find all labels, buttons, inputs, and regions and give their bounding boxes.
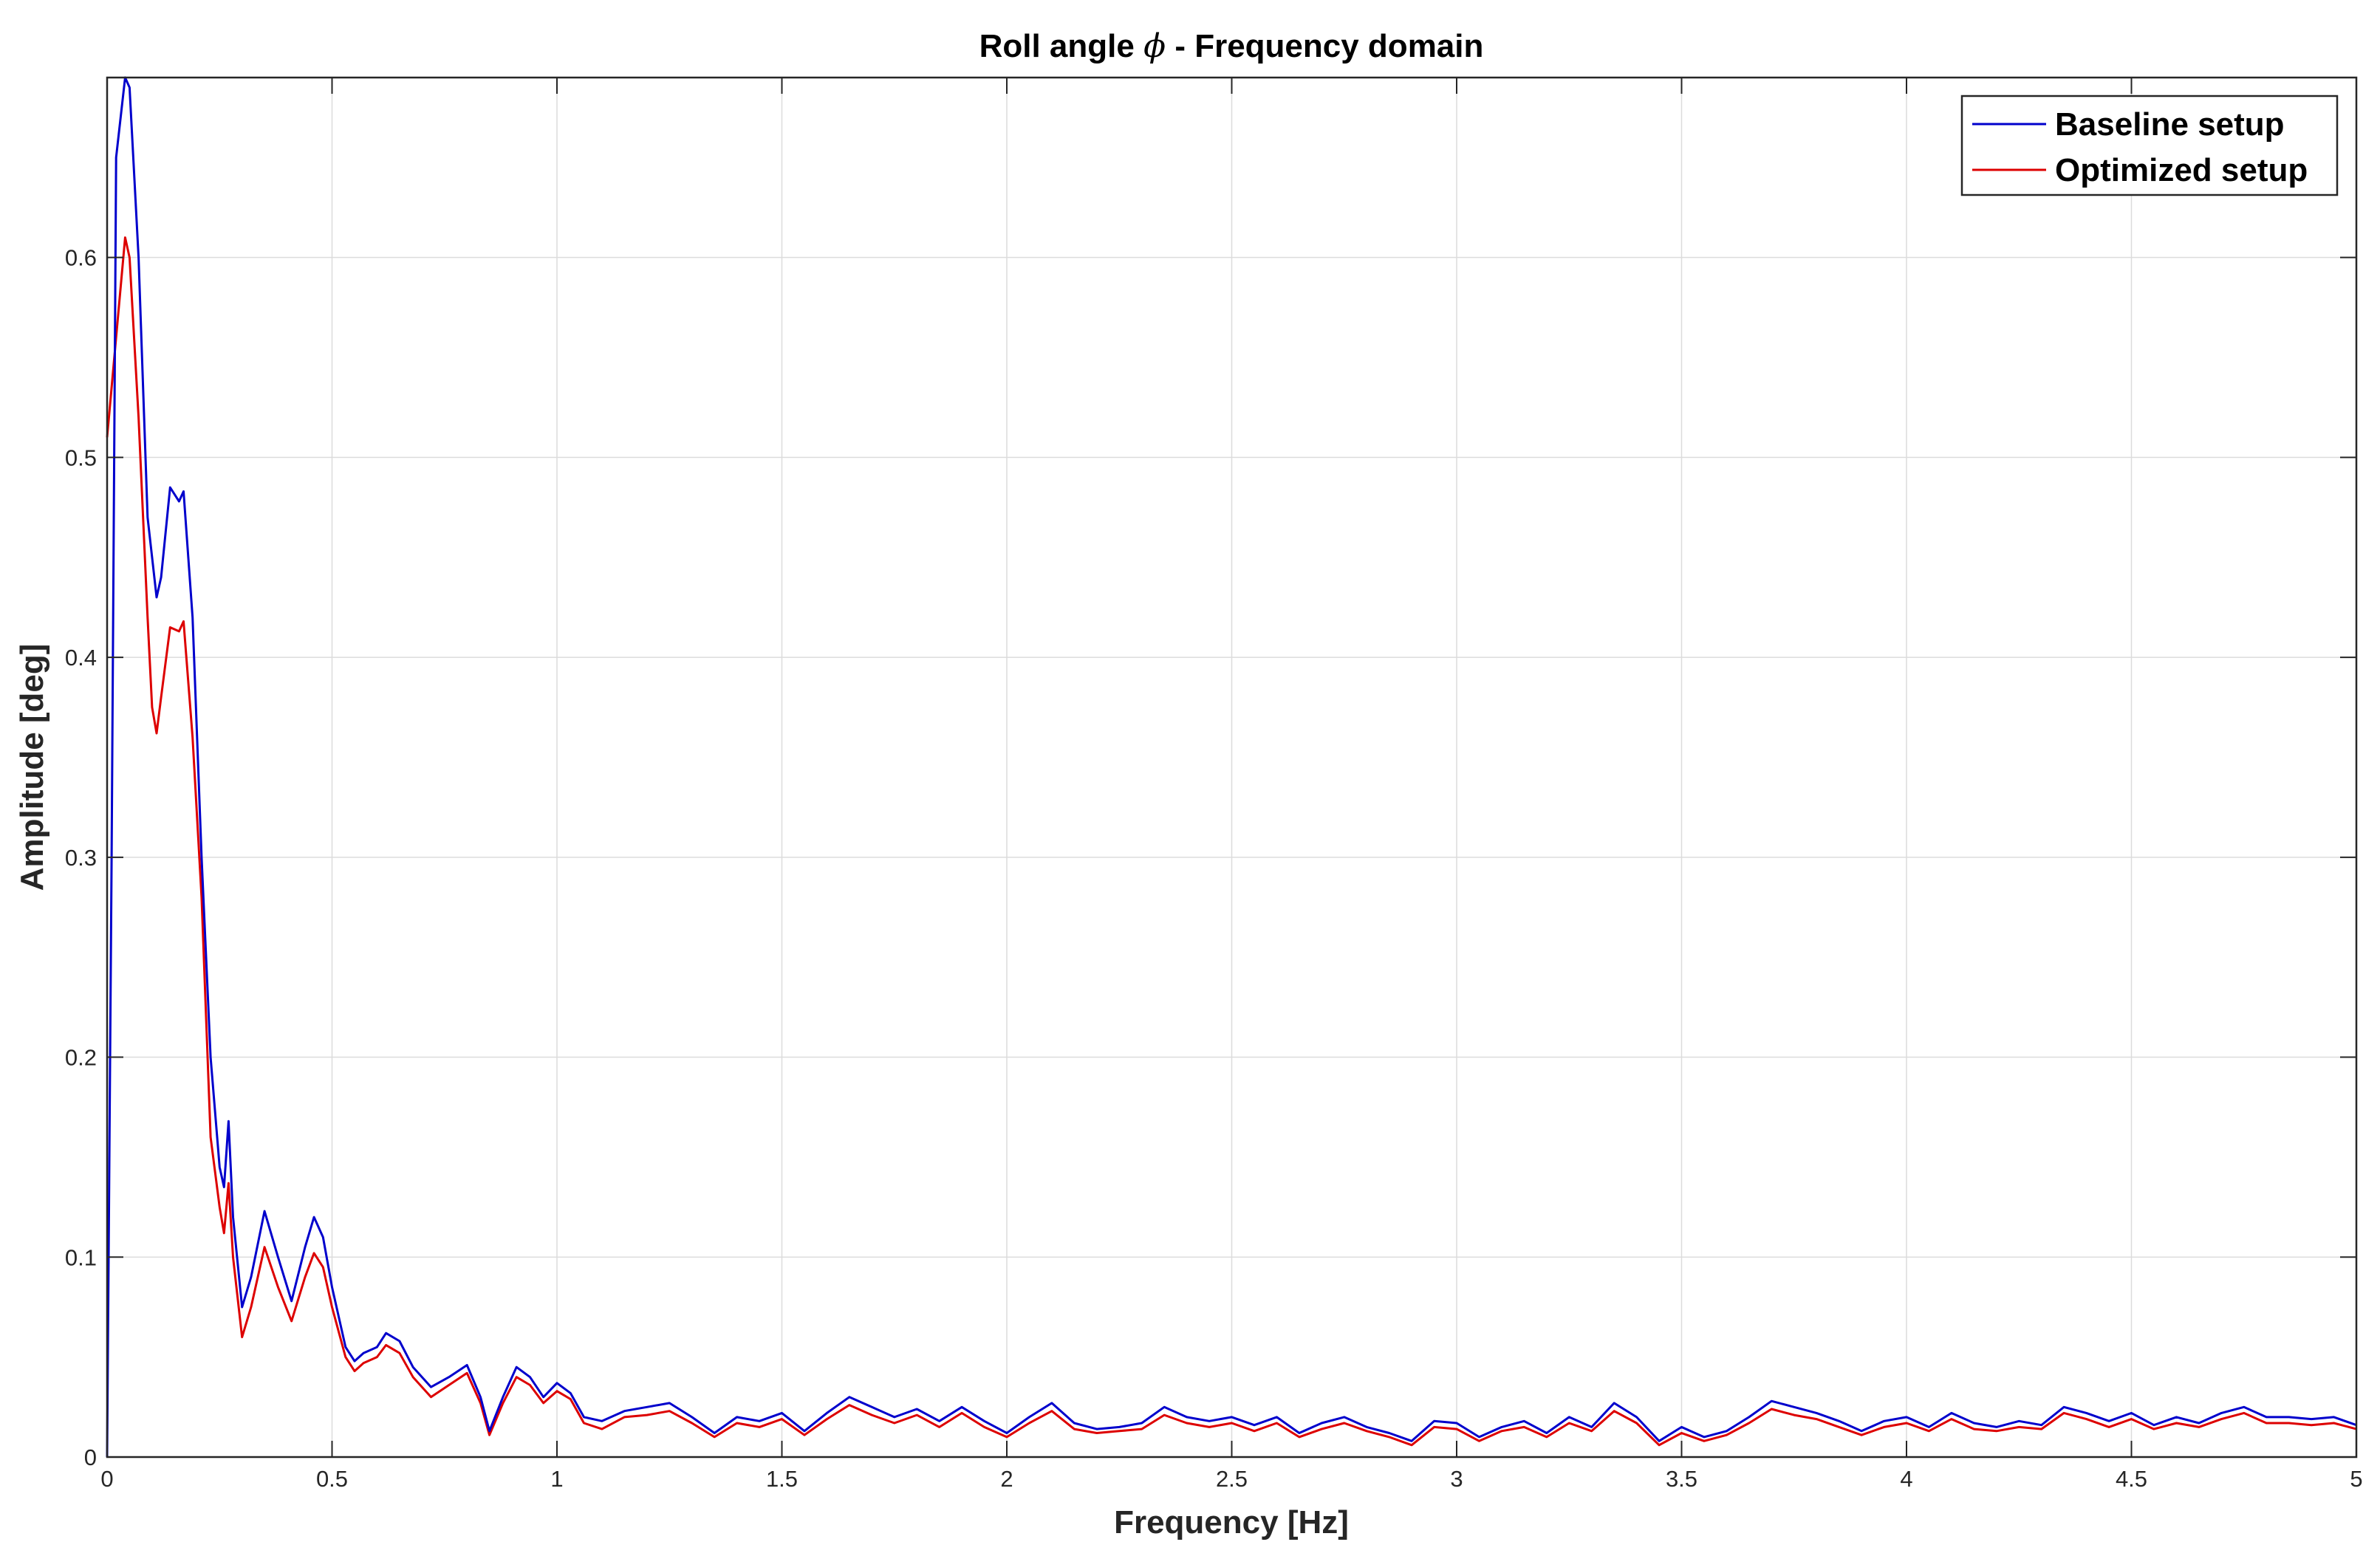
series-layer [106,76,2357,1458]
y-tick-label: 0 [84,1444,97,1470]
x-axis-label: Frequency [Hz] [1114,1504,1349,1540]
y-tick-label: 0.3 [65,845,97,871]
x-tick-label: 3 [1450,1466,1463,1492]
x-tick-label: 0.5 [316,1466,348,1492]
legend: Baseline setup Optimized setup [1960,95,2339,196]
x-tick-label: 3.5 [1666,1466,1697,1492]
y-axis-label: Amplitude [deg] [14,644,50,891]
legend-label-baseline: Baseline setup [2055,106,2285,143]
ticks: 0 0.5 1 1.5 2 2.5 3 3.5 4 4.5 5 0 0.1 0.2 0.3 0.4 0.5 0.6 [65,78,2363,1492]
x-tick-label: 1.5 [766,1466,798,1492]
x-tick-label: 2.5 [1216,1466,1248,1492]
y-tick-label: 0.2 [65,1045,97,1071]
chart-title-pre: Roll angle [979,28,1143,64]
legend-label-optimized: Optimized setup [2055,152,2308,188]
x-tick-label: 4 [1900,1466,1912,1492]
y-tick-label: 0.4 [65,645,97,671]
y-tick-label: 0.1 [65,1244,97,1270]
series-line-optimized [106,236,2357,1447]
x-tick-label: 0 [100,1466,113,1492]
series-line-baseline [106,76,2357,1458]
y-tick-label: 0.6 [65,245,97,271]
legend-box [1960,95,2339,196]
chart-title-symbol: ϕ [1143,27,1166,65]
y-tick-label: 0.5 [65,445,97,470]
chart-title-post: - Frequency domain [1166,28,1483,64]
chart-title: Roll angle ϕ - Frequency domain [979,27,1484,65]
x-tick-label: 2 [1000,1466,1013,1492]
x-tick-label: 4.5 [2116,1466,2147,1492]
x-tick-label: 5 [2350,1466,2362,1492]
x-tick-label: 1 [550,1466,563,1492]
